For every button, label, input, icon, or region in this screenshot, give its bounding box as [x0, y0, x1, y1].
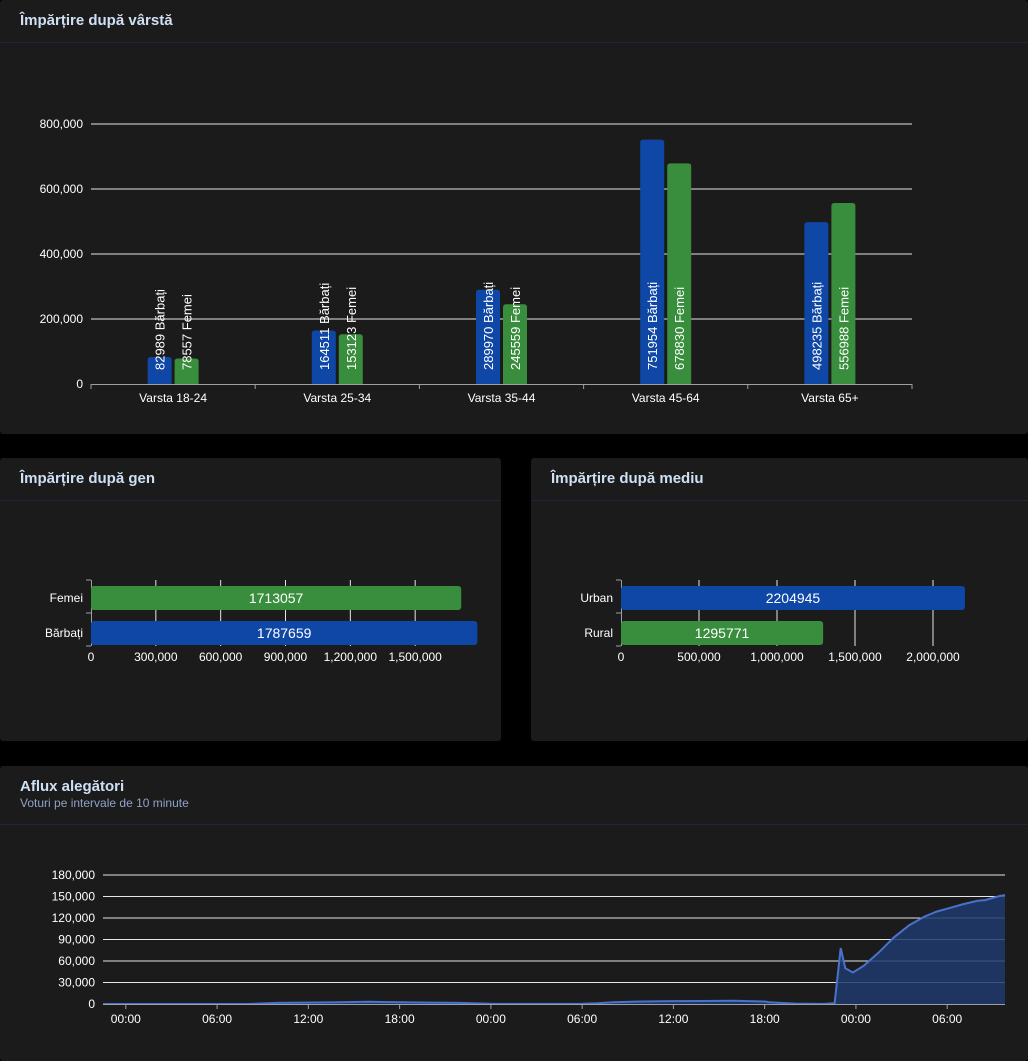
age-chart: 0 200,000 400,000 600,000 800,000 Varsta 18-2… [40, 117, 913, 405]
data-label: 751954 Bărbați [645, 282, 660, 370]
turnout-panel-subtitle: Voturi pe intervale de 10 minute [20, 796, 189, 810]
x-tick-label: 600,000 [199, 650, 243, 664]
x-tick-label: 18:00 [750, 1012, 780, 1026]
turnout-panel-header: Aflux alegători Voturi pe intervale de 1… [0, 766, 1028, 825]
x-tick-label: 900,000 [264, 650, 308, 664]
x-tick-label: 0 [88, 650, 95, 664]
age-panel-title: Împărțire după vârstă [20, 12, 173, 29]
data-label: 1295771 [695, 625, 750, 641]
turnout-area [103, 895, 1005, 1004]
x-tick-label: 1,200,000 [324, 650, 378, 664]
age-panel-header: Împărțire după vârstă [0, 0, 1028, 43]
gender-panel-title: Împărțire după gen [20, 470, 156, 487]
y-tick-label: 0 [76, 377, 83, 391]
x-tick-label: Varsta 18-24 [139, 391, 207, 405]
x-tick-label: 06:00 [567, 1012, 597, 1026]
gender-chart: 0 300,000 600,000 900,000 1,200,000 1,500,000… [45, 579, 478, 664]
x-tick-label: 06:00 [202, 1012, 232, 1026]
bar-barbati [804, 222, 829, 384]
x-tick-label: 2,000,000 [906, 650, 960, 664]
env-chart: 0 500,000 1,000,000 1,500,000 2,000,000 Urban… [580, 579, 965, 664]
y-tick-label: 0 [88, 997, 95, 1011]
bar-femei [174, 358, 199, 384]
gender-panel-header: Împărțire după gen [0, 458, 501, 501]
x-tick-label: Varsta 35-44 [468, 391, 536, 405]
x-tick-label: 500,000 [677, 650, 721, 664]
data-label: 1713057 [249, 590, 304, 606]
data-label: 82989 Bărbați [153, 289, 168, 370]
x-tick-label: Varsta 25-34 [303, 391, 371, 405]
env-panel-header: Împărțire după mediu [531, 458, 1028, 501]
x-tick-label: Varsta 65+ [801, 391, 858, 405]
env-panel: Împărțire după mediu 0 500,000 1,000,000 1,… [531, 458, 1028, 741]
x-tick-label: 12:00 [658, 1012, 688, 1026]
x-tick-label: 1,000,000 [750, 650, 804, 664]
data-label: 556988 Femei [836, 287, 851, 370]
bar [621, 586, 965, 610]
x-tick-label: 300,000 [134, 650, 178, 664]
turnout-panel-title: Aflux alegători [20, 778, 125, 795]
y-tick-label: 90,000 [58, 933, 95, 947]
data-label: 245559 Femei [508, 287, 523, 370]
data-label: 289970 Bărbați [481, 282, 496, 370]
bar [91, 621, 478, 645]
y-tick-label: 400,000 [40, 247, 84, 261]
y-tick-label: 800,000 [40, 117, 84, 131]
data-label: 2204945 [766, 590, 821, 606]
y-tick-label: 60,000 [58, 954, 95, 968]
bar-barbati [640, 139, 665, 384]
data-label: 153123 Femei [344, 287, 359, 370]
bar-femei [831, 202, 856, 384]
x-tick-label: 0 [618, 650, 625, 664]
bar-barbati [476, 289, 500, 384]
x-tick-label: 18:00 [385, 1012, 415, 1026]
turnout-chart: 0 30,000 60,000 90,000 120,000 150,000 180,000… [52, 868, 1006, 1026]
y-tick-label: Urban [580, 591, 613, 605]
x-tick-label: 12:00 [293, 1012, 323, 1026]
x-tick-label: 00:00 [841, 1012, 871, 1026]
x-tick-label: 06:00 [932, 1012, 962, 1026]
x-tick-label: 1,500,000 [828, 650, 882, 664]
y-tick-label: Rural [584, 626, 613, 640]
y-tick-label: Bărbați [45, 626, 83, 640]
bar [91, 586, 462, 610]
x-tick-label: 00:00 [111, 1012, 141, 1026]
x-tick-label: 1,500,000 [388, 650, 442, 664]
bar [621, 621, 824, 645]
bar-femei [667, 163, 692, 384]
data-label: 498235 Bărbați [809, 282, 824, 370]
bar-barbati [147, 357, 172, 384]
turnout-panel: Aflux alegători Voturi pe intervale de 1… [0, 766, 1028, 1061]
gender-panel: Împărțire după gen 0 300,000 600,000 900,00… [0, 458, 501, 741]
data-label: 164511 Bărbați [317, 283, 332, 370]
y-tick-label: 600,000 [40, 182, 84, 196]
data-label: 78557 Femei [180, 294, 195, 370]
bar-barbati [311, 330, 336, 384]
age-panel: Împărțire după vârstă 0 200,000 400,000 600… [0, 0, 1028, 434]
y-tick-label: 120,000 [52, 911, 96, 925]
turnout-line [103, 894, 1006, 1005]
y-tick-label: 180,000 [52, 868, 96, 882]
y-tick-label: Femei [50, 591, 83, 605]
y-tick-label: 30,000 [58, 976, 95, 990]
x-tick-label: 00:00 [476, 1012, 506, 1026]
data-label: 678830 Femei [672, 287, 687, 370]
y-tick-label: 200,000 [40, 312, 84, 326]
env-panel-title: Împărțire după mediu [551, 470, 704, 487]
y-tick-label: 150,000 [52, 890, 96, 904]
bar-femei [338, 334, 363, 384]
x-tick-label: Varsta 45-64 [632, 391, 700, 405]
bar-femei [503, 304, 527, 384]
data-label: 1787659 [257, 625, 312, 641]
